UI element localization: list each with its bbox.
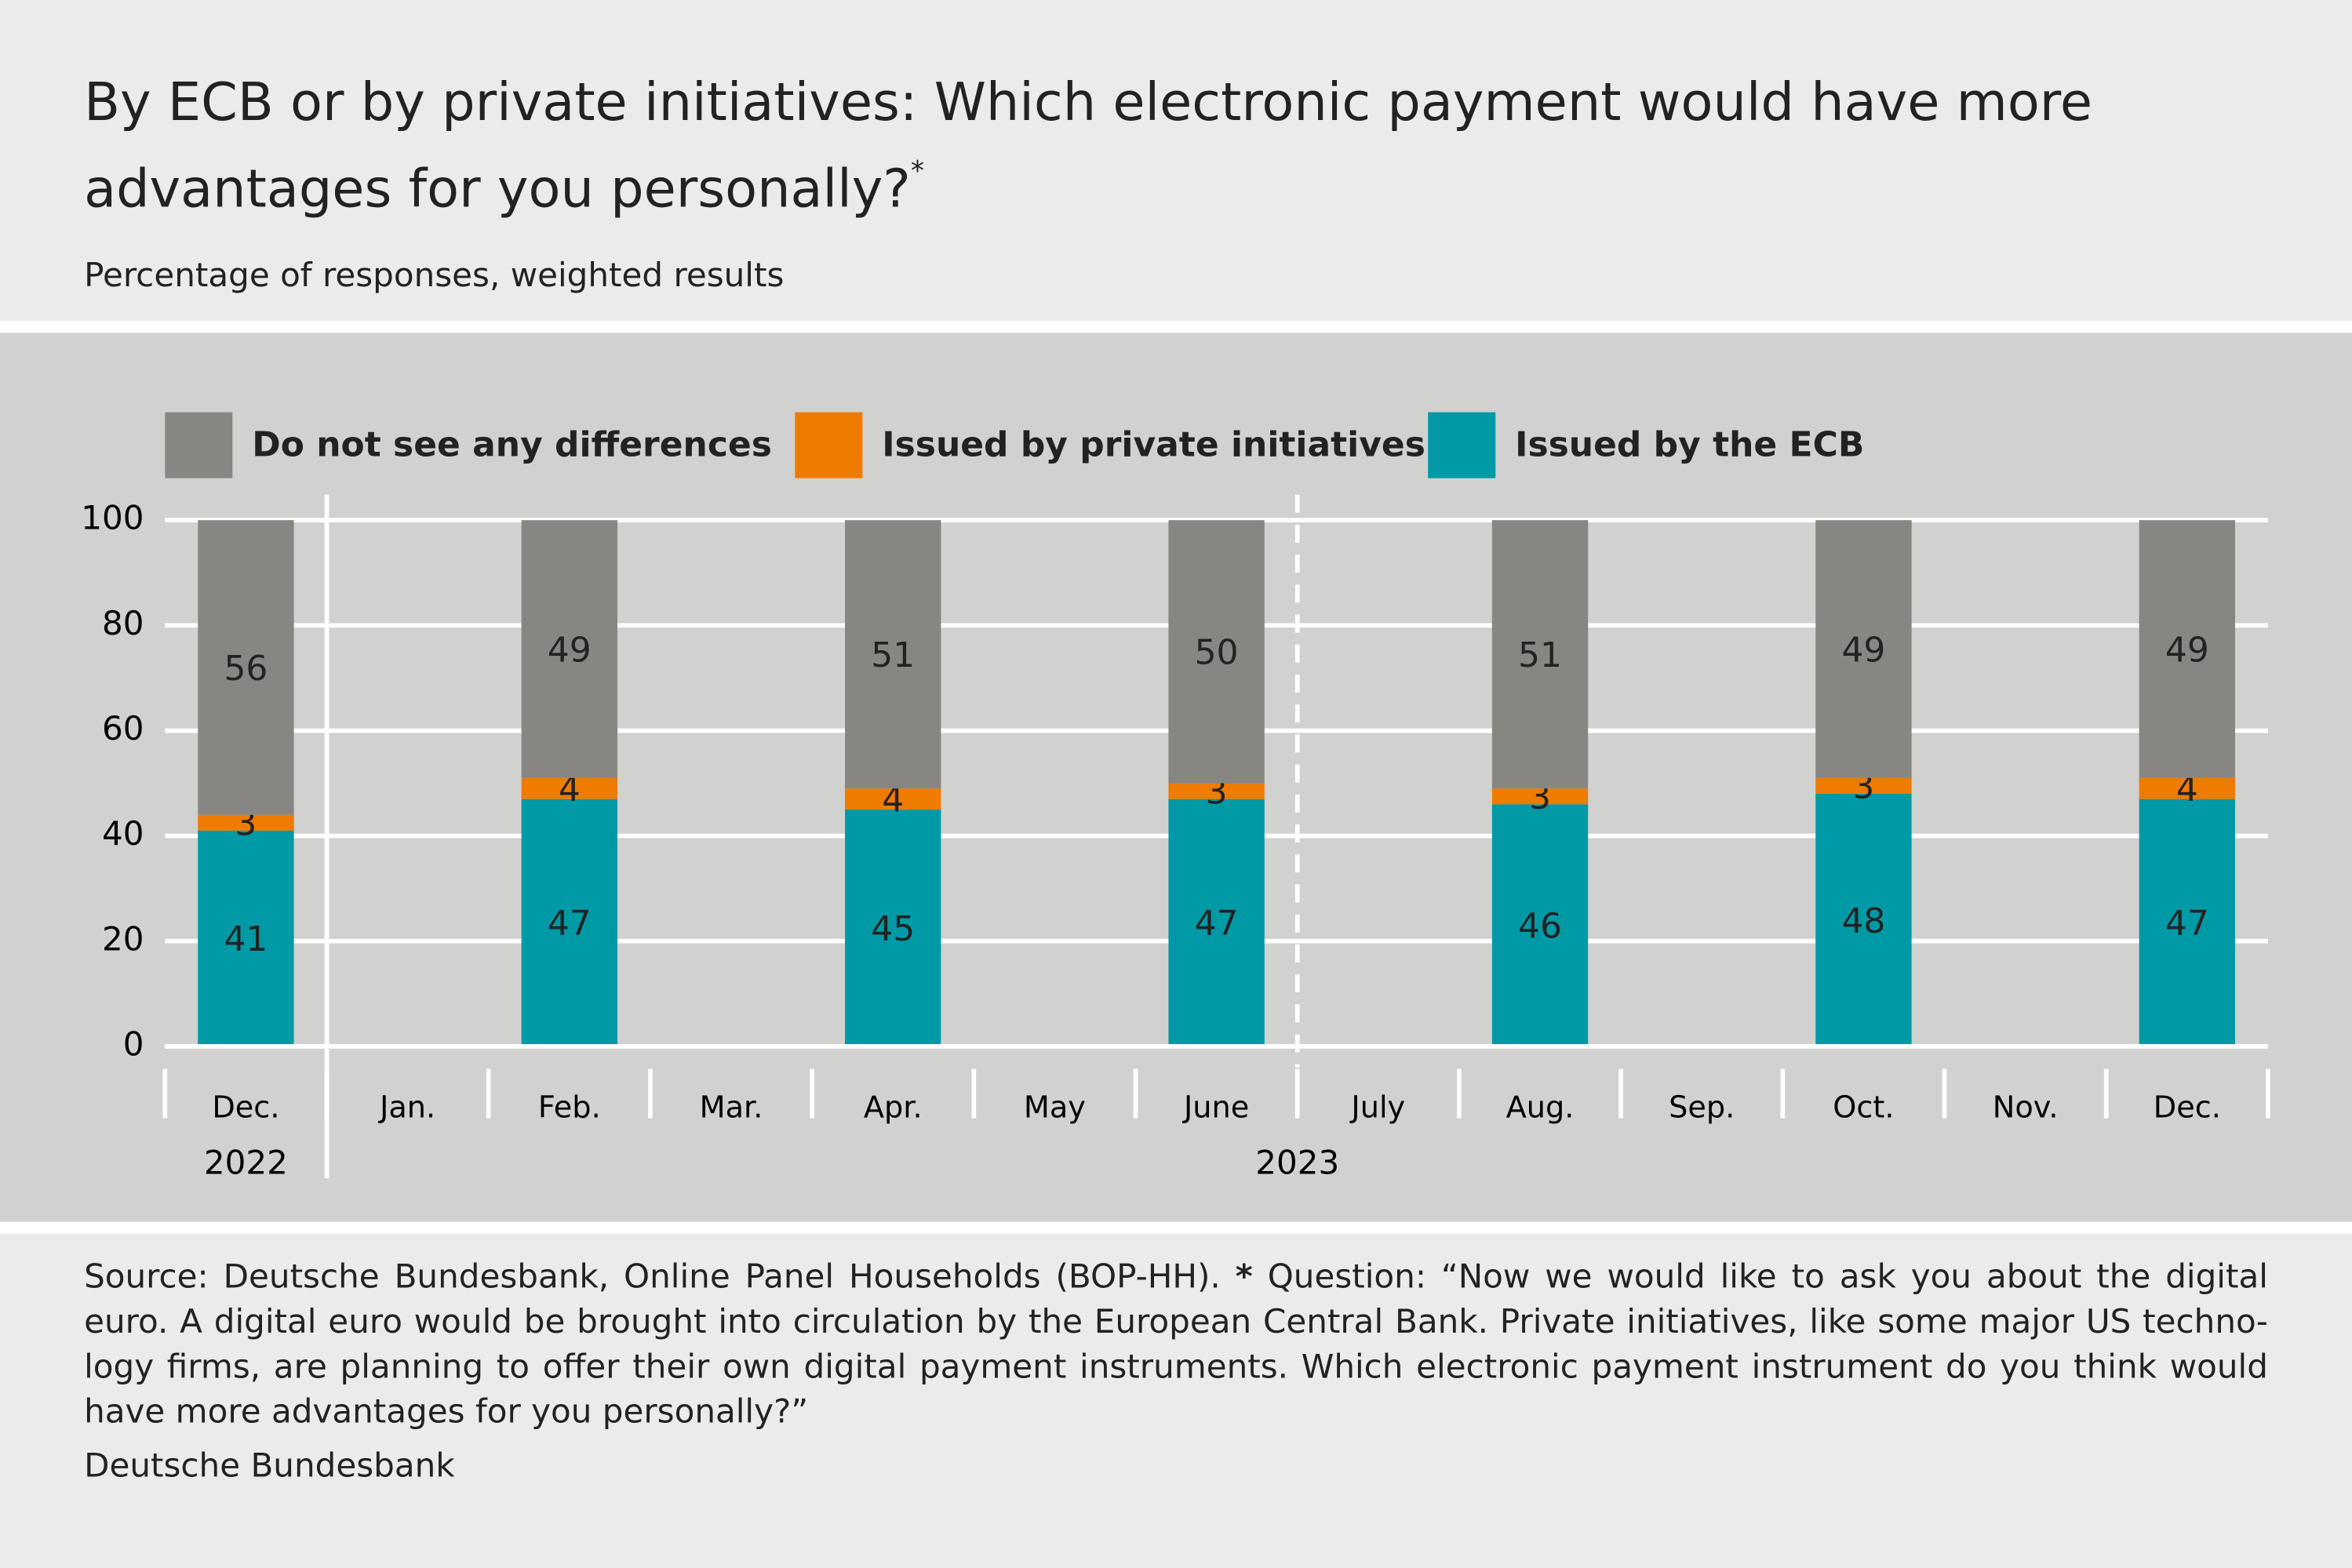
bar-segment (1815, 520, 1912, 778)
x-tick-label: Apr. (864, 1091, 923, 1126)
footnote-text: Question: “Now we would like to ask you … (84, 1259, 2268, 1432)
bar-segment (2139, 520, 2236, 778)
value-label: 47 (1195, 904, 1239, 944)
footnote-mark: * (1235, 1259, 1253, 1297)
value-label: 41 (224, 919, 268, 959)
y-tick-label: 80 (102, 604, 144, 642)
value-label: 45 (871, 909, 915, 949)
bar-segment (1491, 788, 1589, 805)
bar-segment (2139, 799, 2236, 1046)
x-tick-label: July (1349, 1091, 1405, 1126)
value-label: 49 (1841, 630, 1885, 670)
x-tick-label: Aug. (1506, 1091, 1575, 1126)
bar-segment (1491, 804, 1589, 1046)
legend-swatch (795, 412, 863, 478)
bar-segment (845, 809, 941, 1046)
value-label: 49 (548, 630, 592, 670)
x-tick-label: Nov. (1993, 1091, 2059, 1126)
bar-segment (1168, 783, 1265, 799)
x-tick-label: May (1024, 1091, 1086, 1126)
chart-title: By ECB or by private initiatives: Which … (84, 69, 2094, 225)
legend-swatch (165, 412, 233, 478)
x-tick-label: Dec. (212, 1091, 279, 1126)
value-label: 50 (1195, 633, 1239, 673)
bar-segment (1815, 793, 1912, 1046)
bar-segment (521, 799, 618, 1046)
bar-segment (1168, 520, 1265, 784)
value-label: 51 (1518, 635, 1562, 675)
bar-segment (198, 520, 294, 815)
separator (0, 320, 2352, 333)
value-label: 48 (1841, 901, 1885, 941)
y-tick-label: 20 (102, 919, 144, 958)
value-label: 56 (224, 649, 268, 689)
value-label: 47 (2165, 904, 2209, 944)
y-tick-label: 40 (102, 814, 144, 853)
bar-segment (2139, 777, 2236, 799)
bar-segment (845, 788, 941, 810)
bar-segment (1491, 520, 1589, 789)
separator (0, 1221, 2352, 1234)
x-tick-label: Sep. (1669, 1091, 1735, 1126)
legend-label: Issued by private initiatives (882, 425, 1425, 465)
title-text: By ECB or by private initiatives: Which … (84, 73, 2093, 220)
y-tick-label: 100 (81, 499, 144, 537)
y-tick-label: 0 (123, 1024, 144, 1063)
value-label: 49 (2165, 630, 2209, 670)
value-label: 47 (548, 904, 592, 944)
footnote: Source: Deutsche Bundesbank, Online Pane… (84, 1256, 2268, 1435)
year-label: 2023 (1255, 1143, 1339, 1181)
credit: Deutsche Bundesbank (84, 1448, 455, 1486)
x-tick-label: Oct. (1833, 1091, 1894, 1126)
bar-segment (1168, 799, 1265, 1046)
bar-segment (198, 830, 294, 1046)
legend-label: Issued by the ECB (1515, 425, 1864, 465)
legend-label: Do not see any differences (252, 425, 772, 465)
bar-segment (845, 520, 941, 789)
y-tick-label: 60 (102, 709, 144, 748)
x-tick-label: Dec. (2154, 1091, 2221, 1126)
year-label: 2022 (204, 1143, 288, 1181)
legend-swatch (1428, 412, 1496, 478)
bar-segment (521, 777, 618, 799)
bar-segment (1815, 777, 1912, 794)
x-tick-label: June (1182, 1091, 1249, 1126)
subtitle: Percentage of responses, weighted result… (84, 257, 785, 296)
value-label: 51 (871, 635, 915, 675)
title-mark: * (910, 155, 925, 187)
source: Source: Deutsche Bundesbank, Online Pane… (84, 1259, 1221, 1297)
bar-segment (521, 520, 618, 778)
bar-segment (198, 814, 294, 831)
value-label: 46 (1518, 906, 1562, 946)
x-tick-label: Feb. (538, 1091, 601, 1126)
x-tick-label: Mar. (700, 1091, 763, 1126)
x-tick-label: Jan. (378, 1091, 435, 1126)
